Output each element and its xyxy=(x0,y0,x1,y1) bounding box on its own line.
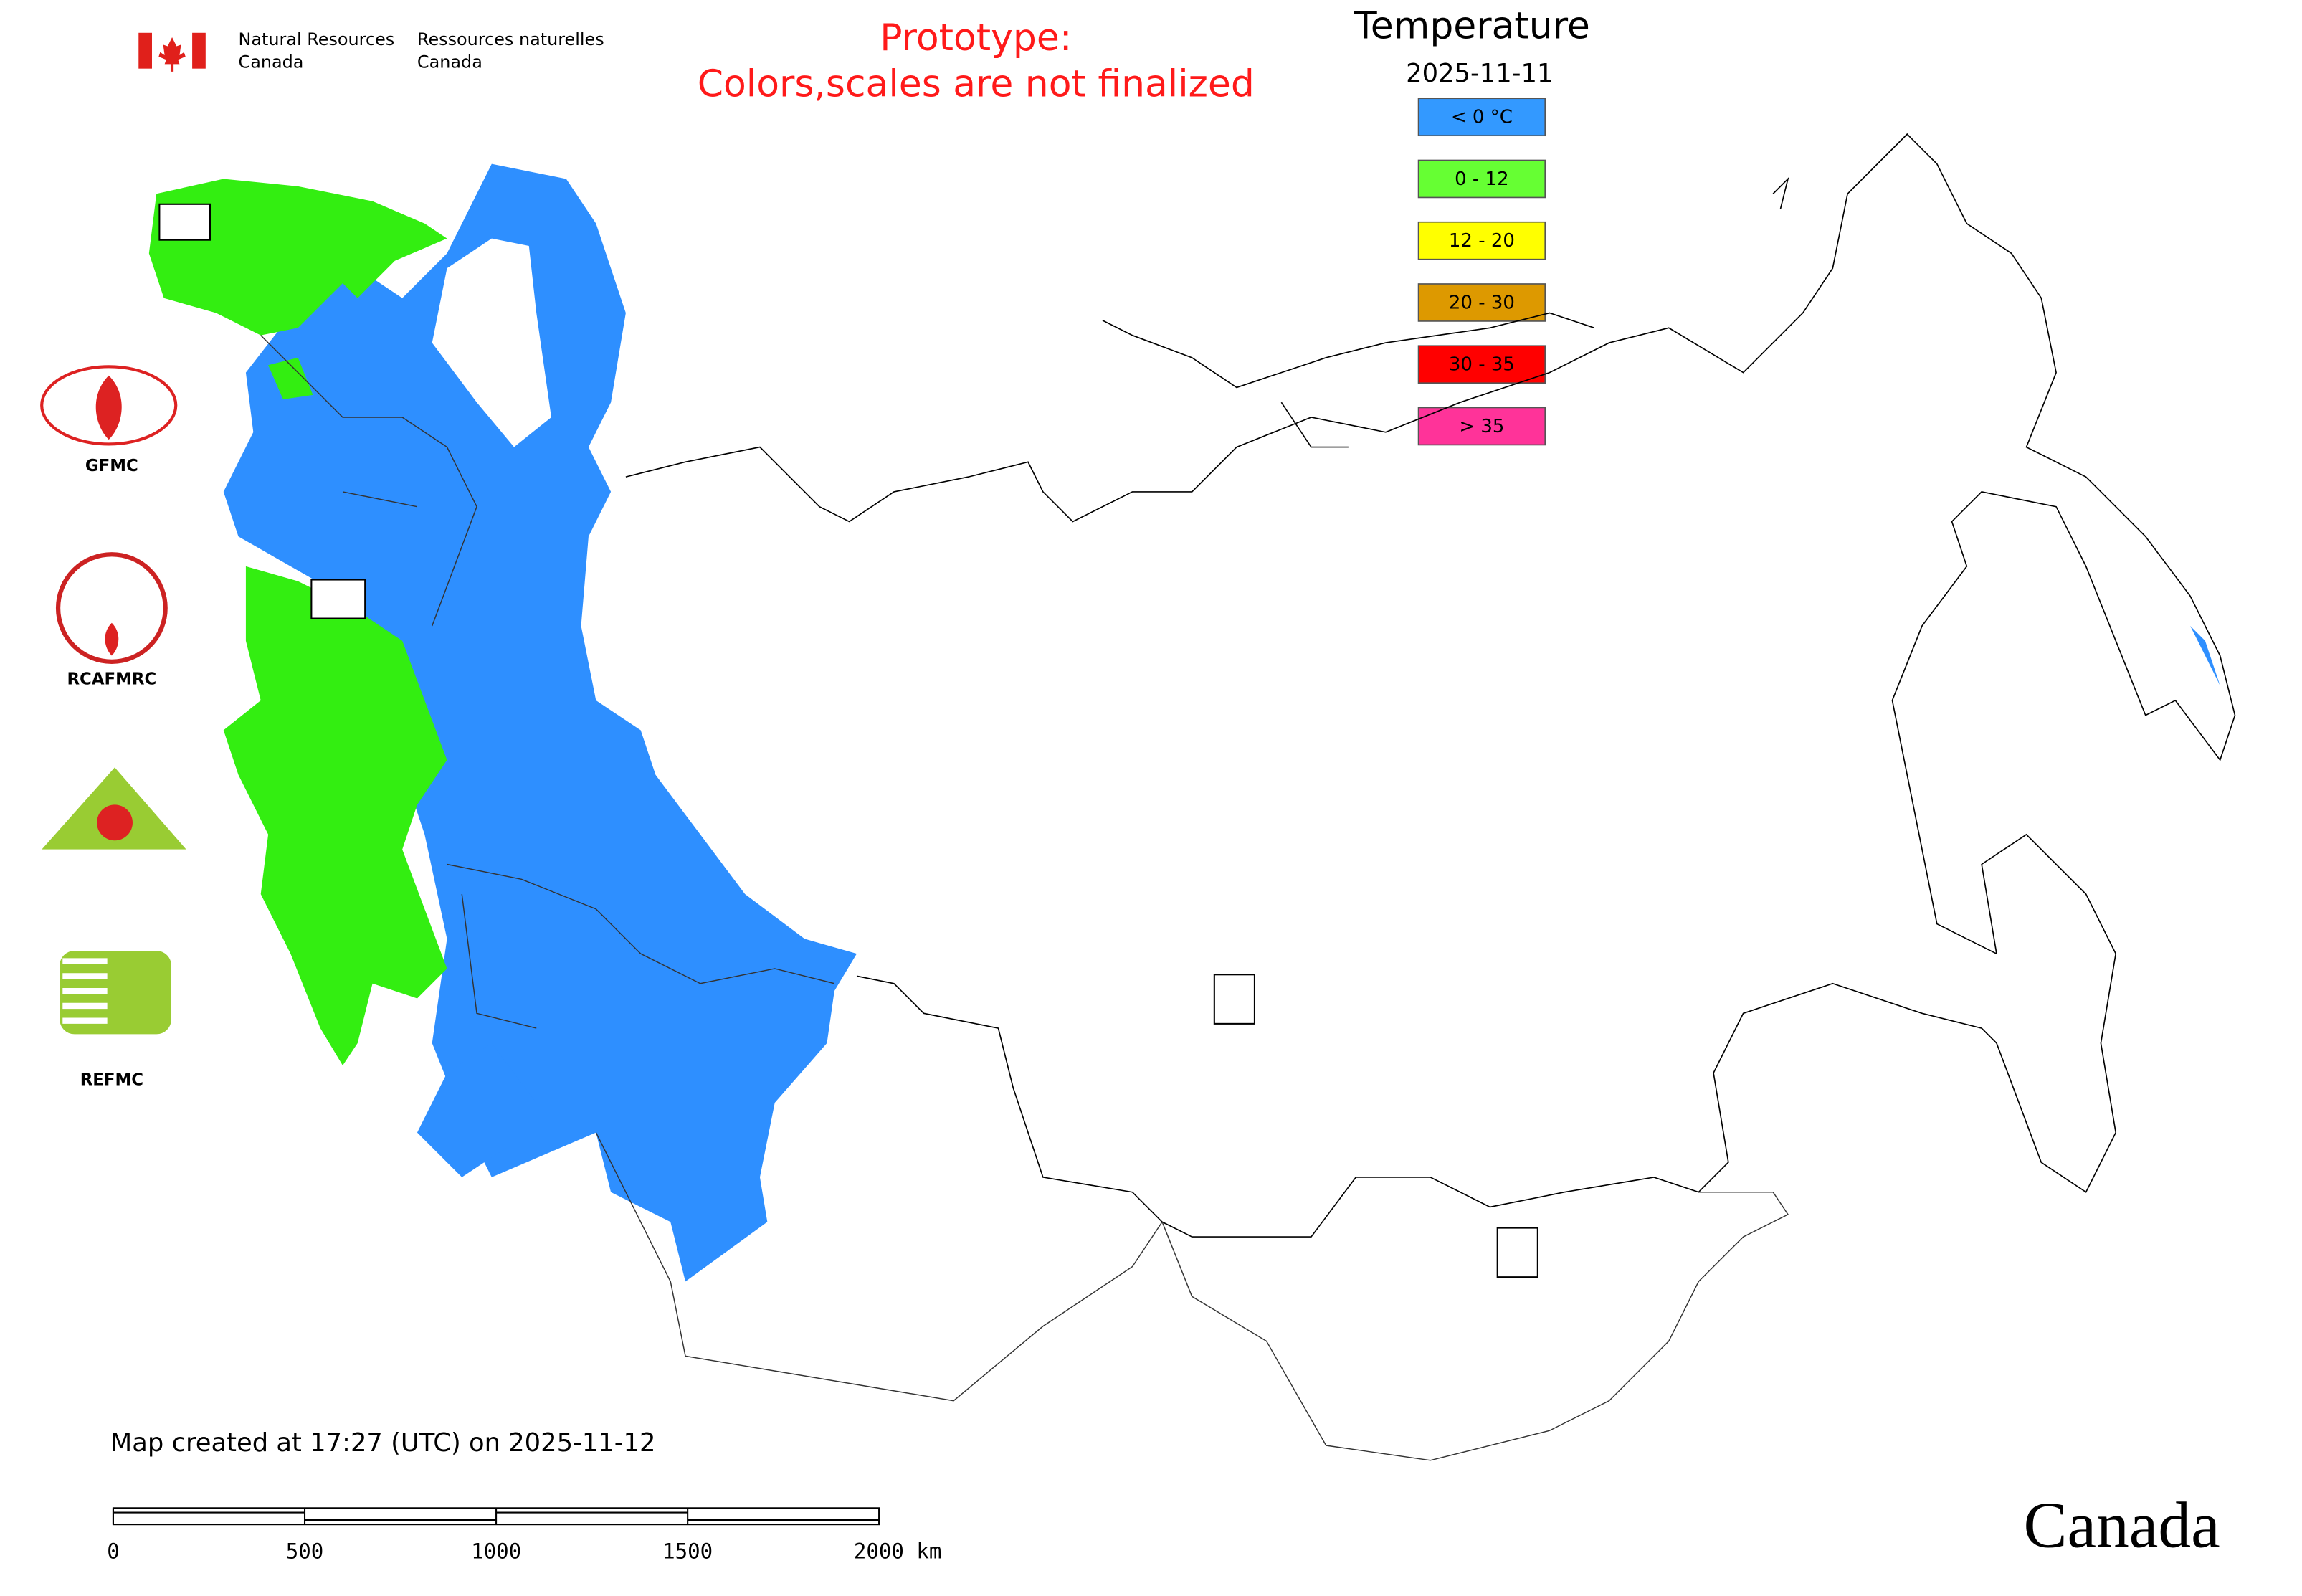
logo-label: GFMC xyxy=(85,457,138,475)
legend: < 0 °C 0 - 12 12 - 20 20 - 30 30 - 35 > 35 xyxy=(1417,98,1546,446)
agency-en-2: Canada xyxy=(239,52,304,72)
prototype-notice: Colors,scales are not finalized xyxy=(698,63,1255,106)
logo-gfmc: GFMC xyxy=(40,365,178,475)
scale-label: 1000 xyxy=(471,1539,521,1564)
legend-label: 12 - 20 xyxy=(1449,230,1515,252)
map-marker xyxy=(310,579,366,619)
prototype-notice: Prototype: xyxy=(880,16,1072,60)
scale-label: 0 xyxy=(107,1539,120,1564)
logo-reefmc xyxy=(39,767,191,868)
scale-label: 500 xyxy=(286,1539,324,1564)
canada-flag xyxy=(138,32,206,72)
agency-en-1: Natural Resources xyxy=(239,29,395,49)
agency-fr-2: Canada xyxy=(417,52,482,72)
logo-label: RCAFMRC xyxy=(67,670,156,688)
region-0-12 xyxy=(223,566,447,1066)
map-marker xyxy=(158,203,211,241)
arctic-islands xyxy=(1102,176,1789,448)
canada-wordmark: Canada xyxy=(2024,1489,2220,1562)
legend-label: 30 - 35 xyxy=(1449,354,1515,376)
map-marker xyxy=(1213,974,1255,1025)
legend-swatch xyxy=(1417,98,1546,137)
border-mongolia xyxy=(1161,1191,1789,1461)
legend-swatch xyxy=(1417,283,1546,322)
coastline xyxy=(625,133,2236,1238)
map-marker xyxy=(1496,1227,1538,1278)
scale-label: 2000 km xyxy=(854,1539,942,1564)
region-below-zero xyxy=(223,163,857,1282)
logo-refmc: REFMC xyxy=(60,951,172,1089)
region-below-zero xyxy=(2190,625,2220,686)
border-central-asia xyxy=(595,1132,1163,1402)
legend-label: 0 - 12 xyxy=(1455,168,1508,190)
legend-swatch xyxy=(1417,345,1546,384)
map-created: Map created at 17:27 (UTC) on 2025-11-12 xyxy=(110,1428,656,1458)
region-below-zero xyxy=(417,1042,537,1177)
legend-label: < 0 °C xyxy=(1451,107,1513,128)
legend-title: Temperature xyxy=(1354,5,1590,48)
region-0-12 xyxy=(268,357,313,400)
legend-label: 20 - 30 xyxy=(1449,292,1515,313)
region-0-12 xyxy=(148,179,447,336)
logo-label: REFMC xyxy=(80,1070,143,1089)
scale-label: 1500 xyxy=(662,1539,713,1564)
internal-borders xyxy=(260,335,835,1029)
scale-bar: 0 500 1000 1500 2000 km xyxy=(107,1507,942,1564)
white-sea xyxy=(432,238,551,447)
legend-swatch xyxy=(1417,159,1546,199)
agency-fr-1: Ressources naturelles xyxy=(417,29,604,49)
logo-rcafmrc: RCAFMRC xyxy=(55,552,168,688)
legend-date: 2025-11-11 xyxy=(1406,59,1553,88)
legend-label: > 35 xyxy=(1459,416,1504,437)
legend-swatch xyxy=(1417,407,1546,446)
legend-swatch xyxy=(1417,221,1546,260)
